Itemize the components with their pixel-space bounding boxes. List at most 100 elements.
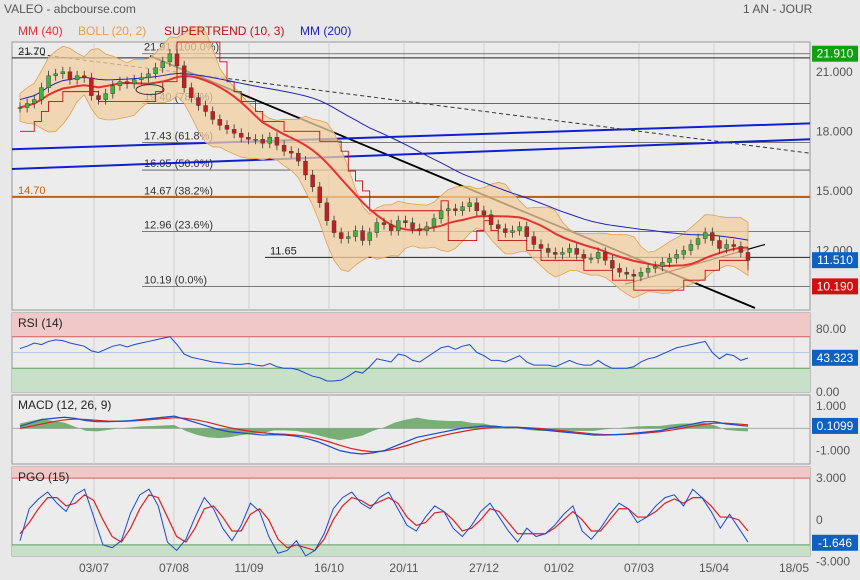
candle-body [453,208,458,211]
pgo-y-tick: 0 [816,513,823,527]
candle [153,62,158,79]
candle [253,134,258,145]
candle-body [331,220,337,233]
candle [32,94,37,109]
candle [524,221,529,242]
candle-body [724,244,729,249]
candle [453,203,458,216]
candle-body [667,258,672,263]
candle [338,227,344,244]
candle [289,146,294,159]
x-axis-label: 15/04 [699,561,729,575]
candle-body [460,206,465,211]
candle-body [396,220,401,231]
candle [303,156,308,180]
candle [217,114,223,131]
candle-body [338,232,344,239]
candle [510,225,515,238]
x-axis-label: 20/11 [389,561,418,575]
candle [588,253,594,264]
candle-body [160,61,165,69]
candle [638,267,644,282]
candle [702,227,708,244]
pgo-y-tick: 3.000 [816,471,846,485]
candle [681,245,686,260]
candle-body [717,240,722,249]
candle [67,66,73,85]
candle-body [153,67,158,74]
trend-line [11,122,811,151]
candle-body [281,145,287,152]
x-axis-label: 03/07 [79,561,109,575]
candle-body [495,224,501,229]
candle [353,225,358,242]
candle-body [167,53,173,63]
candle [381,217,387,230]
candle-body [381,222,387,225]
candle [39,82,44,105]
pgo-upper-zone [12,467,810,479]
candle-body [431,218,437,227]
candle-body [438,210,444,219]
candle [246,132,251,145]
candle-body [246,137,251,140]
candle-body [574,248,579,255]
candle-body [638,272,644,277]
candle [124,76,130,89]
candle [367,227,372,246]
candle-body [388,224,394,231]
candle-body [181,65,187,88]
x-axis-label: 16/10 [314,561,344,575]
candle-body [660,262,665,267]
x-axis-label: 07/08 [159,561,189,575]
candle-body [510,230,515,233]
candle [82,70,87,83]
candle-body [702,232,708,239]
candle [724,239,729,254]
candle-body [324,202,330,221]
price-mark-label: 21.70 [18,46,46,58]
candle [310,170,315,192]
candle [396,215,401,236]
price-badge-text: 21.910 [817,47,854,61]
legend-item: SUPERTREND (10, 3) [164,24,284,38]
candle [495,219,501,234]
candle-body [731,244,736,247]
candle-body [67,71,73,80]
candle [624,267,629,280]
x-axis-label: 01/02 [544,561,574,575]
candle [324,197,330,226]
legend-item: BOLL (20, 2) [78,24,146,38]
candle-body [567,248,572,253]
candle-body [82,75,87,78]
rsi-series-line [19,336,749,382]
candle-body [46,75,51,88]
candle-body [217,119,223,126]
candle-body [189,87,194,98]
candle-body [231,129,237,134]
x-axis-label: 11/09 [234,561,263,575]
candle [717,235,722,254]
candle-body [224,125,230,130]
macd-panel [11,394,811,465]
candle-body [267,137,273,144]
candle [517,221,522,236]
candle-body [346,236,351,239]
candle [146,68,151,83]
candle-body [260,139,265,144]
candle-body [203,105,208,112]
candle-body [403,220,408,223]
candle [53,68,58,81]
candle-body [653,266,658,269]
candle-body [289,150,294,154]
price-y-tick: 15.000 [816,184,853,198]
candle [431,213,437,232]
candle-body [595,252,601,259]
candle-body [360,230,365,241]
candle-body [374,222,380,233]
candle [538,239,544,254]
candle-body [617,268,622,273]
candle [695,233,701,250]
bollinger-band [19,25,749,299]
macd-y-tick: -1.000 [816,444,850,458]
